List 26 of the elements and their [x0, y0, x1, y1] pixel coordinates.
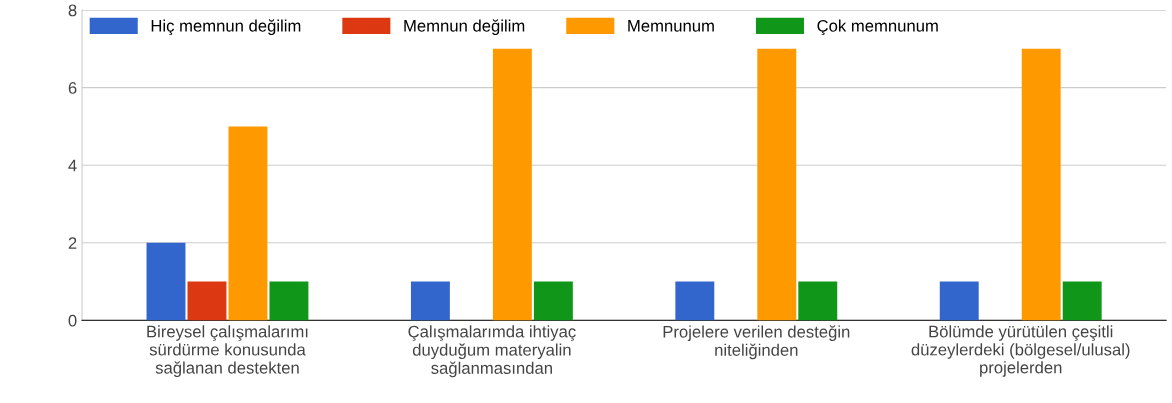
bar [533, 281, 573, 321]
legend-label: Memnunum [628, 20, 714, 32]
bar [410, 281, 450, 321]
bar [187, 281, 227, 321]
y-tick-label: 4 [68, 159, 77, 172]
y-tick-label: 0 [68, 314, 77, 327]
x-tick-label: Projelere verilen desteğin niteliğinden [663, 325, 850, 360]
x-tick-label: Bireysel çalışmalarımı sürdürme konusunda sağlanan destekten [147, 325, 308, 378]
y-tick-label: 6 [68, 82, 77, 94]
bar [939, 281, 979, 321]
bar [757, 48, 797, 321]
x-tick-label: Çalışmalarımda ihtiyaç duyduğum materyalin sağlanmasından [408, 325, 576, 378]
bar [228, 126, 268, 321]
legend-label: Çok memnunum [817, 19, 938, 36]
bar [146, 242, 186, 321]
bar [1021, 48, 1061, 321]
bar [675, 281, 715, 321]
legend-label: Memnun değilim [404, 19, 525, 36]
bar [492, 48, 532, 321]
bar [798, 281, 838, 321]
y-tick-label: 2 [68, 237, 77, 249]
bar [1062, 281, 1102, 321]
x-tick-label: Bölümde yürütülen çeşitli düzeylerdeki (bölgesel/ulusal) projelerden [911, 325, 1130, 377]
legend-label: Hiç memnun değilim [151, 19, 301, 36]
y-tick-label: 8 [68, 4, 77, 17]
bar [269, 281, 309, 321]
